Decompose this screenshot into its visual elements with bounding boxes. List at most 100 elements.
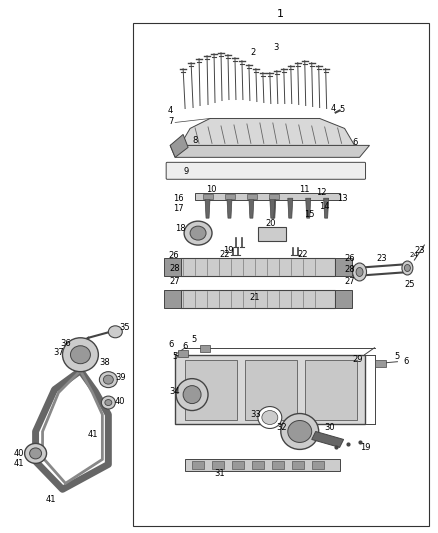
Text: 9: 9 [184, 167, 189, 176]
Ellipse shape [258, 407, 282, 429]
Bar [374, 360, 386, 367]
Text: 40: 40 [115, 397, 126, 406]
Text: 41: 41 [14, 459, 24, 468]
Bar [164, 258, 181, 276]
Text: 21: 21 [250, 293, 260, 302]
Text: 28: 28 [170, 264, 180, 273]
Text: 12: 12 [316, 188, 327, 197]
Ellipse shape [184, 221, 212, 245]
Bar [232, 462, 244, 470]
Bar [269, 194, 279, 199]
Text: 15: 15 [304, 209, 315, 219]
Text: 10: 10 [206, 185, 216, 194]
Bar [178, 350, 188, 357]
Text: 11: 11 [300, 185, 310, 194]
Ellipse shape [103, 375, 113, 384]
Bar [180, 258, 335, 276]
Bar [335, 290, 352, 308]
Text: 33: 33 [251, 410, 261, 419]
Bar [200, 345, 210, 352]
Text: 35: 35 [119, 324, 130, 332]
Bar [245, 360, 297, 419]
Bar [312, 462, 324, 470]
Polygon shape [180, 118, 355, 146]
Bar [195, 193, 339, 200]
Text: 7: 7 [169, 117, 174, 126]
Text: 36: 36 [60, 339, 71, 348]
FancyBboxPatch shape [166, 163, 366, 179]
Text: 8: 8 [192, 136, 198, 145]
Text: 3: 3 [273, 43, 279, 52]
Bar [292, 462, 304, 470]
Text: 6: 6 [352, 138, 357, 147]
Text: 34: 34 [169, 387, 180, 396]
Text: 13: 13 [337, 193, 348, 203]
Ellipse shape [404, 264, 410, 271]
Text: 31: 31 [215, 469, 225, 478]
Text: 24: 24 [410, 252, 419, 258]
Polygon shape [306, 198, 311, 218]
Text: 26: 26 [344, 254, 355, 263]
Ellipse shape [183, 385, 201, 403]
Bar [180, 290, 335, 308]
Text: 6: 6 [182, 342, 188, 351]
Bar [175, 355, 364, 424]
Text: 23: 23 [376, 254, 387, 263]
Bar [203, 194, 213, 199]
Text: 5: 5 [395, 352, 400, 361]
Polygon shape [170, 134, 188, 157]
Text: 27: 27 [170, 278, 180, 286]
Ellipse shape [356, 268, 363, 277]
Polygon shape [270, 198, 275, 218]
Text: 17: 17 [173, 204, 184, 213]
Text: 19: 19 [360, 443, 371, 452]
Ellipse shape [402, 261, 413, 275]
Text: 1: 1 [277, 9, 284, 19]
Bar [252, 462, 264, 470]
Text: 29: 29 [352, 355, 363, 364]
Text: 26: 26 [169, 251, 180, 260]
Ellipse shape [99, 372, 117, 387]
Text: 32: 32 [276, 423, 287, 432]
Ellipse shape [25, 443, 46, 463]
Bar [305, 360, 357, 419]
Polygon shape [324, 198, 328, 218]
Ellipse shape [105, 400, 112, 406]
Ellipse shape [281, 414, 319, 449]
Text: 2: 2 [250, 48, 255, 57]
Text: 41: 41 [45, 495, 56, 504]
Bar [225, 194, 235, 199]
Ellipse shape [30, 448, 42, 459]
Ellipse shape [71, 346, 90, 364]
Bar [212, 462, 224, 470]
Polygon shape [170, 146, 370, 157]
Text: 38: 38 [99, 358, 110, 367]
Polygon shape [271, 198, 276, 218]
Ellipse shape [190, 226, 206, 240]
Text: 22: 22 [220, 249, 230, 259]
Polygon shape [249, 198, 254, 218]
Text: 19: 19 [223, 246, 233, 255]
Bar [272, 462, 284, 470]
Text: 20: 20 [265, 219, 276, 228]
Bar [335, 258, 352, 276]
Text: 30: 30 [324, 423, 335, 432]
Bar [247, 194, 257, 199]
Ellipse shape [262, 410, 278, 424]
Text: 25: 25 [404, 280, 415, 289]
Ellipse shape [63, 338, 99, 372]
Bar [164, 290, 181, 308]
Text: 28: 28 [344, 265, 355, 274]
Polygon shape [312, 432, 343, 447]
Bar [185, 459, 339, 471]
Text: 40: 40 [14, 449, 24, 458]
Text: 41: 41 [87, 430, 98, 439]
Text: 22: 22 [297, 249, 308, 259]
Text: 5: 5 [191, 335, 197, 344]
Polygon shape [288, 198, 293, 218]
Text: 14: 14 [319, 201, 330, 211]
Bar [133, 23, 429, 526]
Text: 6: 6 [169, 340, 174, 349]
Bar [258, 227, 286, 241]
Ellipse shape [108, 326, 122, 338]
